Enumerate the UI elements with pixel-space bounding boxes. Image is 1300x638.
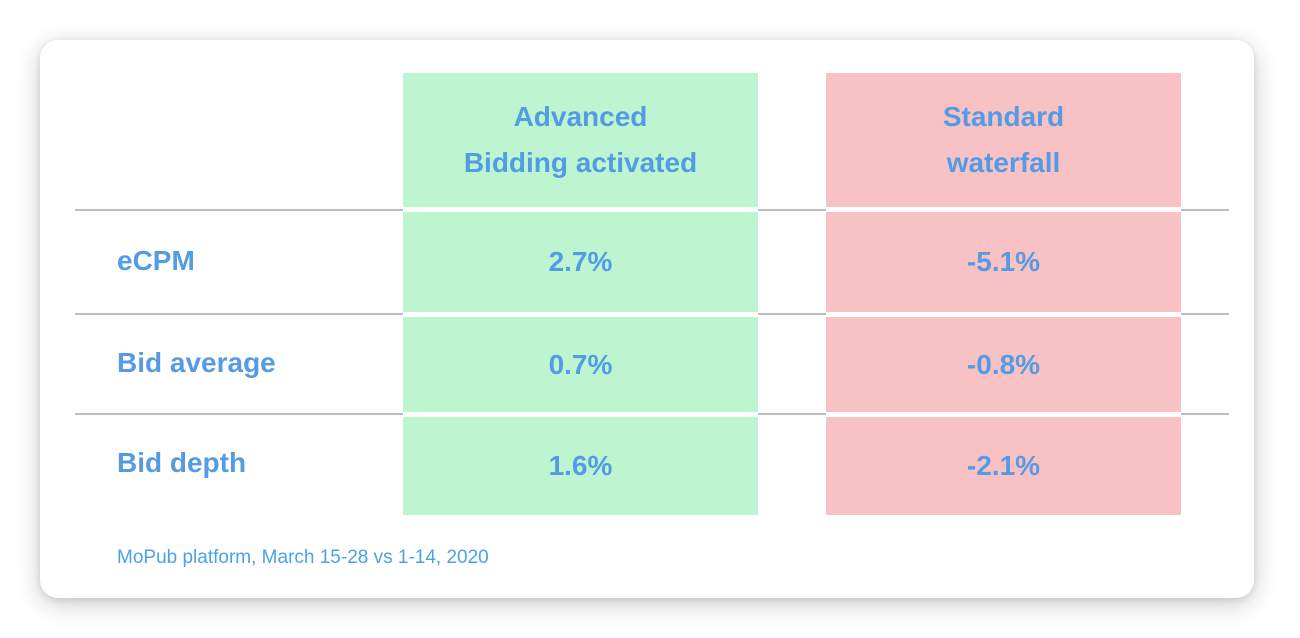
column-standard-waterfall: Standard waterfall -5.1% -0.8% -2.1% [826, 73, 1181, 515]
row-label-bid-depth: Bid depth [117, 447, 247, 478]
row-separator [758, 313, 826, 315]
column-advanced-bidding: Advanced Bidding activated 2.7% 0.7% 1.6… [403, 73, 758, 515]
row-separator [758, 413, 826, 415]
column-header-advanced-line1: Advanced [513, 101, 648, 132]
column-header-standard: Standard waterfall [826, 73, 1181, 207]
source-footnote: MoPub platform, March 15-28 vs 1-14, 202… [117, 547, 489, 568]
row-separator [75, 413, 403, 415]
comparison-card: eCPM Bid average Bid depth Advanced Bidd… [40, 40, 1254, 598]
row-label-ecpm: eCPM [117, 245, 195, 276]
row-label-bid-average: Bid average [117, 347, 276, 378]
value-standard-ecpm: -5.1% [826, 212, 1181, 312]
column-header-standard-line2: waterfall [946, 147, 1061, 178]
row-separator [1181, 413, 1229, 415]
value-advanced-ecpm: 2.7% [403, 212, 758, 312]
value-advanced-bid-average: 0.7% [403, 317, 758, 412]
value-standard-bid-depth: -2.1% [826, 417, 1181, 515]
value-advanced-bid-depth: 1.6% [403, 417, 758, 515]
row-separator [75, 313, 403, 315]
row-separator [758, 209, 826, 211]
column-header-advanced: Advanced Bidding activated [403, 73, 758, 207]
row-separator [1181, 313, 1229, 315]
column-header-standard-line1: Standard [942, 101, 1065, 132]
column-header-advanced-line2: Bidding activated [463, 147, 698, 178]
row-separator [1181, 209, 1229, 211]
row-separator [75, 209, 403, 211]
value-standard-bid-average: -0.8% [826, 317, 1181, 412]
